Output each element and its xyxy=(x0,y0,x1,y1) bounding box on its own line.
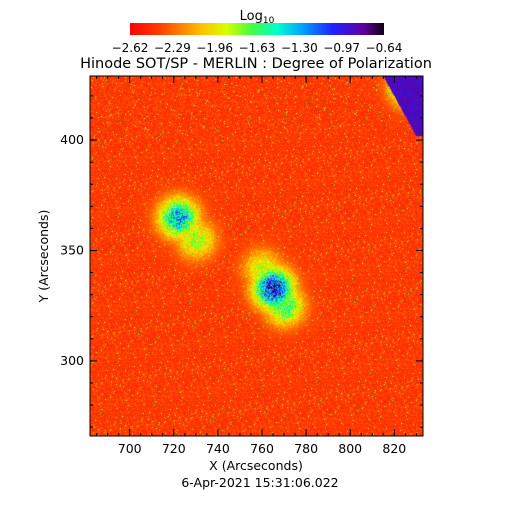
colorbar-tick-label: −1.63 xyxy=(239,41,276,55)
y-axis-label: Y (Arcseconds) xyxy=(36,210,51,304)
x-axis-label: X (Arcseconds) xyxy=(209,458,303,473)
colorbar-tick-label: −1.96 xyxy=(196,41,233,55)
y-tick-label: 300 xyxy=(60,353,84,368)
colorbar-tick-label: −0.64 xyxy=(366,41,403,55)
x-tick-label: 720 xyxy=(162,441,186,456)
colorbar-tick-label: −2.29 xyxy=(154,41,191,55)
colorbar xyxy=(130,23,384,35)
colorbar-tick-label: −1.30 xyxy=(281,41,318,55)
axis-ticks: 700 720 740 760 780 800 820 300 350 400 xyxy=(60,76,423,456)
plot-frame xyxy=(89,75,424,437)
colorbar-ticks: −2.62 −2.29 −1.96 −1.63 −1.30 −0.97 −0.64 xyxy=(112,41,403,55)
colorbar-tick-label: −2.62 xyxy=(112,41,149,55)
colorbar-tick-label: −0.97 xyxy=(323,41,360,55)
polarization-map xyxy=(90,76,423,436)
x-tick-label: 740 xyxy=(206,441,230,456)
chart-title: Hinode SOT/SP - MERLIN : Degree of Polar… xyxy=(80,56,432,72)
x-tick-label: 760 xyxy=(250,441,274,456)
x-tick-label: 800 xyxy=(338,441,362,456)
x-tick-label: 780 xyxy=(294,441,318,456)
y-tick-label: 350 xyxy=(60,242,84,257)
x-tick-label: 700 xyxy=(118,441,142,456)
timestamp: 6-Apr-2021 15:31:06.022 xyxy=(181,475,338,490)
y-tick-label: 400 xyxy=(60,132,84,147)
x-tick-label: 820 xyxy=(382,441,406,456)
colorbar-label: Log10 xyxy=(240,9,275,26)
